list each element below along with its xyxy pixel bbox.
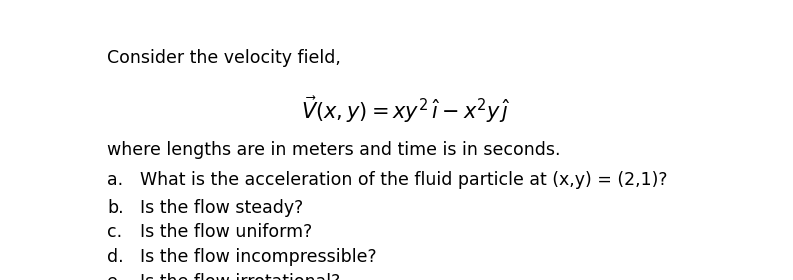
Text: e.: e.: [107, 273, 124, 280]
Text: c.: c.: [107, 223, 122, 241]
Text: Is the flow irrotational?: Is the flow irrotational?: [128, 273, 340, 280]
Text: $\vec{V}(x, y) = xy^2\, \hat{\imath} - x^2y\, \hat{\jmath}$: $\vec{V}(x, y) = xy^2\, \hat{\imath} - x…: [301, 94, 511, 125]
Text: b.: b.: [107, 199, 124, 216]
Text: Consider the velocity field,: Consider the velocity field,: [107, 49, 341, 67]
Text: Is the flow incompressible?: Is the flow incompressible?: [128, 248, 376, 266]
Text: where lengths are in meters and time is in seconds.: where lengths are in meters and time is …: [107, 141, 561, 159]
Text: a.: a.: [107, 171, 123, 188]
Text: Is the flow steady?: Is the flow steady?: [128, 199, 303, 216]
Text: Is the flow uniform?: Is the flow uniform?: [128, 223, 312, 241]
Text: d.: d.: [107, 248, 124, 266]
Text: What is the acceleration of the fluid particle at (x,y) = (2,1)?: What is the acceleration of the fluid pa…: [128, 171, 667, 188]
